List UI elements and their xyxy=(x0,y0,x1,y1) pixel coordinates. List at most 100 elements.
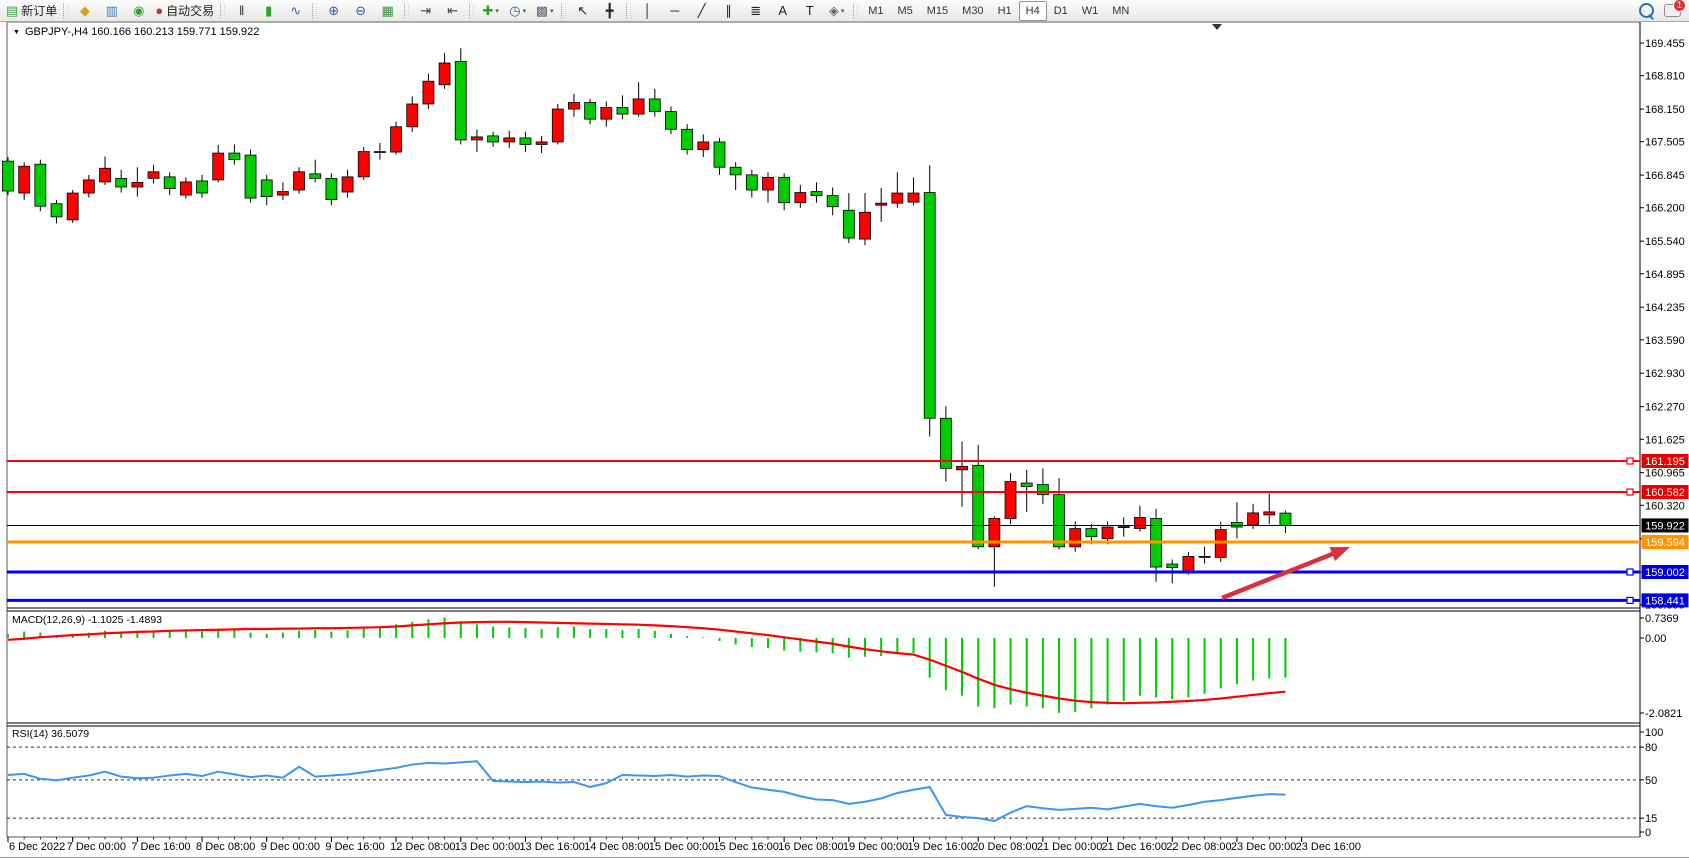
price-tag xyxy=(1641,518,1689,533)
price-tag xyxy=(1641,454,1689,469)
cursor-button[interactable]: ↖ xyxy=(569,0,596,21)
new-order-button[interactable]: ▤ 新订单 xyxy=(3,0,60,21)
svg-text:15 Dec 00:00: 15 Dec 00:00 xyxy=(649,841,714,853)
svg-text:169.455: 169.455 xyxy=(1645,38,1685,50)
toolbar-right-icons: 1 xyxy=(1639,0,1686,18)
timeframe-mn-button[interactable]: MN xyxy=(1112,4,1130,17)
price-tag xyxy=(1641,535,1689,550)
line-chart-button[interactable]: ∿ xyxy=(282,0,309,21)
price-line-158.441[interactable]: 158.441 xyxy=(7,593,1689,608)
svg-text:160.320: 160.320 xyxy=(1645,500,1685,512)
chat-icon[interactable]: 1 xyxy=(1664,0,1686,17)
trend-arrow[interactable] xyxy=(1221,547,1350,601)
candle-chart-button[interactable]: ▮ xyxy=(255,0,282,21)
svg-text:0: 0 xyxy=(1645,827,1651,839)
toolbar-grip xyxy=(404,3,410,18)
styler-button[interactable]: ◆ xyxy=(71,0,98,21)
svg-text:16 Dec 08:00: 16 Dec 08:00 xyxy=(778,841,843,853)
template-icon: ▩ xyxy=(535,3,549,18)
toolbar-grip xyxy=(561,3,567,18)
navigator-button[interactable]: ◉ xyxy=(125,0,152,21)
svg-text:15 Dec 16:00: 15 Dec 16:00 xyxy=(713,841,778,853)
tile-windows-icon: ▦ xyxy=(381,3,394,18)
vertical-line-button[interactable]: │ xyxy=(634,0,661,21)
tile-windows-button[interactable]: ▦ xyxy=(374,0,401,21)
price-tag xyxy=(1641,593,1689,608)
toolbar-grip xyxy=(853,3,859,18)
line-handle[interactable] xyxy=(1626,568,1634,576)
notification-badge: 1 xyxy=(1672,0,1686,12)
bar-chart-button[interactable]: ‖ xyxy=(228,0,255,21)
new-order-label: 新订单 xyxy=(21,4,58,18)
auto-trading-button[interactable]: ● 自动交易 xyxy=(152,0,217,21)
svg-text:158.441: 158.441 xyxy=(1645,595,1685,607)
line-handle[interactable] xyxy=(1626,457,1634,465)
chart-shift-marker[interactable] xyxy=(1212,24,1222,30)
timeframe-h4-button[interactable]: H4 xyxy=(1018,0,1047,21)
main-toolbar: ▤ 新订单 ◆ ▥ ◉ ● 自动交易 ‖ ▮ ∿ ⊕ ⊖ ▦ ⇥ ⇤ ✚ ▾ ◷ ▾ ▩ ▾ ↖ ╋ │ ─ ╱ ∥ ≣ A T ◈ ▾ M1 M… xyxy=(0,0,1689,22)
equidistant-channel-button[interactable]: ∥ xyxy=(715,0,742,21)
search-icon[interactable] xyxy=(1639,3,1654,18)
auto-trading-label: 自动交易 xyxy=(166,4,215,18)
timeframe-d1-button[interactable]: D1 xyxy=(1053,4,1068,17)
svg-text:166.845: 166.845 xyxy=(1645,170,1685,182)
rsi-indicator-label: RSI(14) 36.5079 xyxy=(12,728,90,740)
chart-shift-button[interactable]: ⇤ xyxy=(439,0,466,21)
text-icon: A xyxy=(778,3,788,18)
svg-text:7 Dec 00:00: 7 Dec 00:00 xyxy=(67,841,126,853)
price-line-161.195[interactable]: 161.195 xyxy=(7,454,1689,469)
crosshair-button[interactable]: ╋ xyxy=(596,0,623,21)
navigator-icon: ◉ xyxy=(133,3,145,18)
timeframe-w1-button[interactable]: W1 xyxy=(1081,4,1099,17)
price-line-159.594[interactable]: 159.594 xyxy=(7,535,1689,550)
price-line-160.582[interactable]: 160.582 xyxy=(7,485,1689,500)
horizontal-line-button[interactable]: ─ xyxy=(661,0,688,21)
svg-text:161.195: 161.195 xyxy=(1645,456,1685,468)
price-line-159.002[interactable]: 159.002 xyxy=(7,565,1689,579)
macd-signal-line xyxy=(7,620,1286,705)
svg-text:0.7369: 0.7369 xyxy=(1645,613,1679,625)
date-axis: 6 Dec 2022 7 Dec 00:00 7 Dec 16:00 8 Dec 08… xyxy=(7,837,1361,853)
add-indicator-button[interactable]: ✚ ▾ xyxy=(477,0,504,21)
price-line-159.922[interactable]: 159.922 xyxy=(7,518,1689,533)
svg-text:23 Dec 16:00: 23 Dec 16:00 xyxy=(1296,841,1361,853)
symbol-menu-icon[interactable]: ▼ xyxy=(13,28,20,36)
zoom-in-button[interactable]: ⊕ xyxy=(320,0,347,21)
chart-header: ▼ GBPJPY-,H4 160.166 160.213 159.771 159… xyxy=(13,26,259,38)
text-label-button[interactable]: T xyxy=(796,0,823,21)
timeframe-m15-button[interactable]: M15 xyxy=(926,4,949,17)
bar-chart-icon: ‖ xyxy=(239,3,245,18)
svg-text:50: 50 xyxy=(1645,775,1657,787)
svg-text:159.922: 159.922 xyxy=(1645,520,1685,532)
auto-scroll-button[interactable]: ⇥ xyxy=(412,0,439,21)
svg-text:19 Dec 16:00: 19 Dec 16:00 xyxy=(908,841,973,853)
rsi-line xyxy=(7,760,1286,822)
price-tag xyxy=(1641,565,1689,579)
trendline-button[interactable]: ╱ xyxy=(688,0,715,21)
svg-text:165.540: 165.540 xyxy=(1645,236,1685,248)
chevron-down-icon: ▾ xyxy=(495,7,499,15)
template-button[interactable]: ▩ ▾ xyxy=(531,0,558,21)
text-button[interactable]: A xyxy=(769,0,796,21)
timeframe-m30-button[interactable]: M30 xyxy=(962,4,984,17)
fibonacci-button[interactable]: ≣ xyxy=(742,0,769,21)
toolbar-grip xyxy=(312,3,318,18)
timeframe-h1-button[interactable]: H1 xyxy=(997,4,1012,17)
add-indicator-icon: ✚ xyxy=(482,3,494,18)
line-handle[interactable] xyxy=(1626,596,1634,604)
toolbar-grip xyxy=(220,3,226,18)
line-handle[interactable] xyxy=(1626,488,1634,496)
trendline-icon: ╱ xyxy=(697,3,706,18)
period-button[interactable]: ◷ ▾ xyxy=(504,0,531,21)
zoom-out-button[interactable]: ⊖ xyxy=(347,0,374,21)
svg-text:80: 80 xyxy=(1645,742,1657,754)
svg-text:0.00: 0.00 xyxy=(1645,633,1666,645)
new-order-icon: ▤ xyxy=(6,3,19,18)
timeframe-m1-button[interactable]: M1 xyxy=(868,4,884,17)
horizontal-line-icon: ─ xyxy=(670,3,680,18)
svg-text:20 Dec 08:00: 20 Dec 08:00 xyxy=(972,841,1037,853)
timeframe-m5-button[interactable]: M5 xyxy=(897,4,913,17)
arrows-button[interactable]: ◈ ▾ xyxy=(823,0,850,21)
market-watch-button[interactable]: ▥ xyxy=(98,0,125,21)
